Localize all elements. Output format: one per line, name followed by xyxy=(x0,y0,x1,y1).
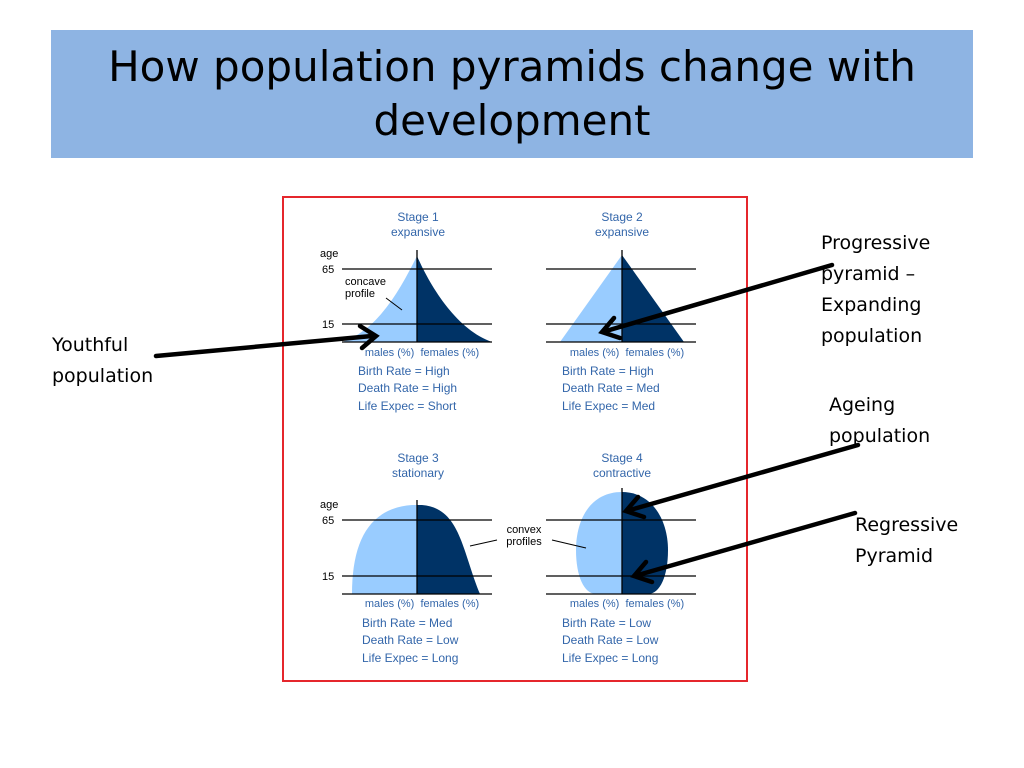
arrow-youthful xyxy=(153,333,375,359)
stage-2-name: Stage 2 xyxy=(601,210,643,224)
stage-3-tick-15: 15 xyxy=(322,571,334,583)
annotation-progressive-line2: pyramid – xyxy=(821,263,916,285)
concave-label-line2: profile xyxy=(345,288,375,300)
stage-1-male-shape xyxy=(342,256,417,342)
stage-3-death-rate: Death Rate = Low xyxy=(362,633,459,647)
stage-2-axis-caption: males (%) females (%) xyxy=(570,347,684,359)
annotation-progressive: Progressive pyramid – Expanding populati… xyxy=(821,228,930,352)
annotation-youthful-line2: population xyxy=(52,365,154,387)
stage-2-female-shape xyxy=(622,255,684,342)
stage-4-name: Stage 4 xyxy=(601,451,643,465)
annotation-progressive-line1: Progressive xyxy=(821,232,931,254)
annotation-progressive-line3: Expanding xyxy=(821,294,922,316)
stage-4-type: contractive xyxy=(593,466,651,480)
annotation-ageing: Ageing population xyxy=(829,390,930,452)
stage-3-name: Stage 3 xyxy=(397,451,439,465)
arrow-regressive xyxy=(635,510,858,578)
stage-1-birth-rate: Birth Rate = High xyxy=(358,364,450,378)
stage-1-female-shape xyxy=(417,256,492,342)
stage-3-type: stationary xyxy=(392,466,444,480)
slide-title: How population pyramids change with deve… xyxy=(108,42,916,145)
stage-2-type: expansive xyxy=(595,225,649,239)
stage-3-female-shape xyxy=(417,505,480,594)
stage-3-age-label: age xyxy=(320,499,338,511)
stage-4-birth-rate: Birth Rate = Low xyxy=(562,616,651,630)
stage-1-life-expectancy: Life Expec = Short xyxy=(358,399,457,413)
stage-1-name: Stage 1 xyxy=(397,210,439,224)
annotation-ageing-line2: population xyxy=(829,425,931,447)
stage-3-birth-rate: Birth Rate = Med xyxy=(362,616,452,630)
arrow-ageing-head xyxy=(622,494,647,520)
arrow-youthful-head xyxy=(357,323,380,351)
stage-2-male-shape xyxy=(560,255,622,342)
title-banner: How population pyramids change with deve… xyxy=(51,30,973,158)
stage-1-tick-65: 65 xyxy=(322,264,334,276)
arrow-progressive xyxy=(603,262,835,334)
stage-1-panel: Stage 1 expansive age 65 15 concave prof… xyxy=(320,210,492,413)
stage-1-axis-caption: males (%) females (%) xyxy=(365,347,479,359)
figure-frame xyxy=(282,196,748,682)
stage-1-death-rate: Death Rate = High xyxy=(358,381,457,395)
stage-4-axis-caption: males (%) females (%) xyxy=(570,598,684,610)
stage-4-panel: Stage 4 contractive males (%) females (%… xyxy=(546,451,696,665)
stage-1-type: expansive xyxy=(391,225,445,239)
stage-2-life-expectancy: Life Expec = Med xyxy=(562,399,655,413)
stage-4-male-shape xyxy=(576,492,622,594)
stage-4-death-rate: Death Rate = Low xyxy=(562,633,659,647)
arrow-ageing xyxy=(627,442,861,513)
stage-1-tick-15: 15 xyxy=(322,319,334,331)
stage-4-life-expectancy: Life Expec = Long xyxy=(562,651,658,665)
annotation-progressive-line4: population xyxy=(821,325,923,347)
convex-label-line2: profiles xyxy=(506,536,542,548)
stage-3-male-shape xyxy=(352,505,417,594)
convex-label-line1: convex xyxy=(507,524,542,536)
annotation-ageing-line1: Ageing xyxy=(829,394,896,416)
stage-2-death-rate: Death Rate = Med xyxy=(562,381,660,395)
stage-3-tick-65: 65 xyxy=(322,515,334,527)
annotation-regressive: Regressive Pyramid xyxy=(855,510,958,572)
convex-profiles-callout: convex profiles xyxy=(469,522,587,549)
concave-label-line1: concave xyxy=(345,276,386,288)
stage-3-axis-caption: males (%) females (%) xyxy=(365,598,479,610)
stage-3-life-expectancy: Life Expec = Long xyxy=(362,651,458,665)
stage-2-birth-rate: Birth Rate = High xyxy=(562,364,654,378)
stage-1-age-label: age xyxy=(320,248,338,260)
stage-3-panel: Stage 3 stationary age 65 15 males (%) f… xyxy=(320,451,492,665)
annotation-regressive-line1: Regressive xyxy=(855,514,959,536)
arrow-regressive-head xyxy=(630,559,655,585)
annotation-regressive-line2: Pyramid xyxy=(855,545,934,567)
annotation-youthful: Youthful population xyxy=(52,330,153,392)
annotation-youthful-line1: Youthful xyxy=(52,334,129,356)
arrow-progressive-head xyxy=(598,315,623,341)
